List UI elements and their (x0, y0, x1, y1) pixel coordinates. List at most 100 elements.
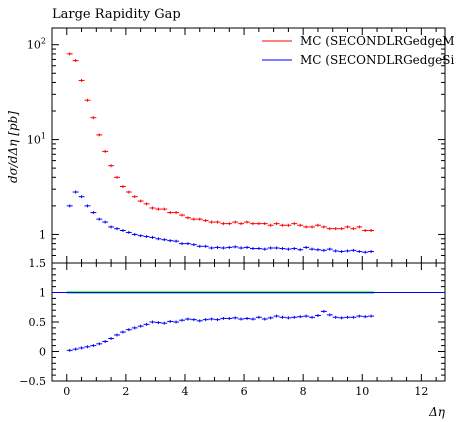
y-tick-label-ratio: 0.5 (29, 316, 47, 329)
data-point-blue (226, 245, 233, 249)
data-point-blue (196, 244, 203, 248)
ratio-point-blue (114, 333, 120, 337)
data-point-blue (96, 217, 103, 221)
data-point-red (96, 133, 103, 137)
data-point-red (244, 220, 250, 224)
data-point-red (220, 222, 227, 226)
y-axis-label: dσ/dΔη [pb] (6, 111, 20, 183)
y-tick-label-main: 102 (27, 37, 46, 52)
data-point-red (320, 225, 327, 229)
data-point-red (202, 219, 209, 223)
data-point-blue (149, 235, 156, 239)
data-point-red (149, 206, 156, 210)
data-point-blue (108, 225, 115, 229)
data-point-red (309, 225, 315, 229)
y-tick-label-ratio: −0.5 (19, 375, 46, 388)
data-point-blue (285, 247, 292, 251)
data-point-blue (66, 204, 73, 208)
data-point-red (184, 216, 191, 220)
data-point-blue (114, 227, 120, 231)
ratio-point-blue (238, 317, 245, 321)
ratio-point-blue (226, 316, 233, 320)
ratio-point-blue (202, 318, 209, 322)
ratio-point-blue (66, 348, 73, 352)
ratio-point-blue (119, 330, 126, 334)
data-point-red (249, 222, 256, 226)
data-point-blue (78, 195, 85, 199)
y-tick-label-ratio: 1 (39, 287, 46, 300)
x-tick-label: 10 (355, 385, 369, 398)
y-tick-label-main: 1 (39, 228, 46, 241)
ratio-point-blue (167, 319, 174, 323)
data-point-red (297, 223, 304, 227)
data-point-blue (137, 234, 144, 238)
data-point-red (196, 217, 203, 221)
ratio-point-blue (356, 314, 363, 318)
data-point-red (114, 175, 120, 179)
ratio-point-blue (214, 318, 221, 322)
data-point-red (314, 223, 321, 227)
data-point-blue (314, 248, 321, 252)
ratio-point-blue (320, 309, 327, 313)
ratio-point-blue (96, 342, 103, 346)
data-point-blue (119, 229, 126, 233)
data-point-blue (161, 238, 168, 242)
x-tick-label: 6 (241, 385, 248, 398)
data-point-red (90, 116, 97, 120)
data-point-blue (261, 247, 268, 251)
ratio-point-blue (143, 322, 150, 326)
ratio-plot-frame (51, 262, 446, 382)
ratio-point-blue (261, 317, 268, 321)
data-point-red (108, 164, 115, 168)
data-point-red (179, 213, 185, 217)
y-tick-label-ratio: 0 (39, 346, 46, 359)
data-point-blue (90, 211, 97, 215)
data-point-blue (291, 247, 298, 251)
data-point-blue (244, 245, 250, 249)
data-point-red (291, 222, 298, 226)
ratio-point-blue (90, 344, 97, 348)
ratio-point-blue (350, 315, 357, 319)
data-point-blue (220, 246, 227, 250)
ratio-point-blue (249, 317, 256, 321)
data-point-blue (249, 247, 256, 251)
ratio-point-blue (155, 321, 162, 325)
y-tick-label-ratio: 1.5 (29, 257, 47, 270)
data-point-blue (356, 250, 363, 254)
ratio-point-blue (137, 324, 144, 328)
ratio-axis-ticks (52, 262, 445, 382)
ratio-point-blue (72, 347, 79, 351)
data-point-blue (362, 250, 369, 254)
data-point-blue (303, 245, 310, 249)
data-point-blue (273, 246, 280, 250)
ratio-point-blue (303, 314, 310, 318)
data-point-blue (238, 246, 245, 250)
data-point-red (238, 222, 245, 226)
data-point-blue (190, 243, 197, 247)
ratio-series-marks (66, 309, 375, 352)
data-point-red (119, 185, 126, 189)
ratio-point-blue (297, 315, 304, 319)
data-point-red (137, 199, 144, 203)
x-tick-label: 4 (181, 385, 188, 398)
ratio-point-blue (338, 316, 345, 320)
main-axis-ticks (52, 28, 445, 264)
data-point-red (78, 78, 85, 82)
ratio-point-blue (179, 318, 185, 322)
y-tick-labels: 102 101 1 −0.5 0 0.5 1 1.5 (19, 37, 46, 388)
x-tick-label: 0 (63, 385, 70, 398)
data-point-red (261, 222, 268, 226)
ratio-point-blue (125, 328, 132, 332)
data-point-red (173, 211, 180, 215)
ratio-point-blue (102, 339, 109, 343)
data-point-blue (125, 230, 132, 234)
data-point-red (232, 220, 239, 224)
ratio-point-blue (279, 315, 286, 319)
data-point-blue (350, 248, 357, 252)
ratio-point-blue (326, 313, 333, 317)
data-point-blue (184, 242, 191, 246)
data-point-blue (84, 204, 91, 208)
data-point-blue (326, 247, 333, 251)
legend-label-red: MC (SECONDLRGedgeM (300, 34, 455, 48)
legend-label-blue: MC (SECONDLRGedgeSi (300, 53, 454, 67)
